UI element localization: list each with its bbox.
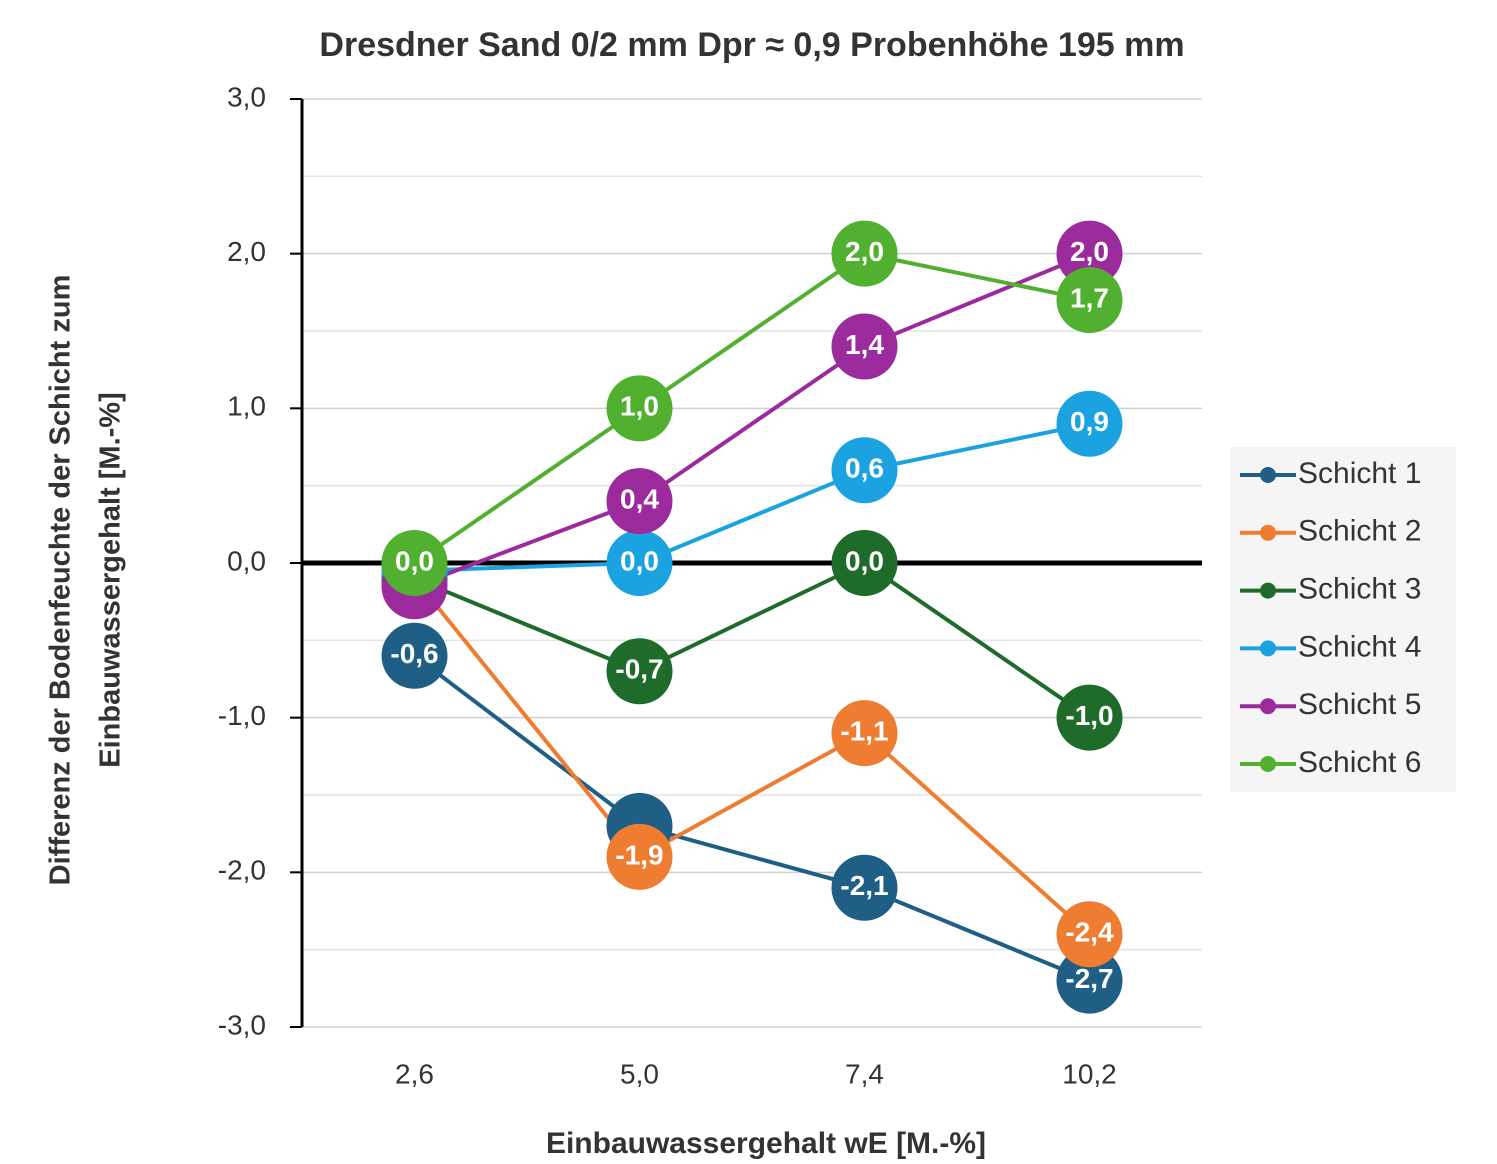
- x-tick-label: 10,2: [1062, 1058, 1117, 1089]
- marker: [1056, 901, 1123, 968]
- marker: [381, 622, 448, 689]
- legend-label: Schicht 6: [1298, 746, 1421, 779]
- legend-marker: [1260, 756, 1276, 772]
- x-tick-label: 7,4: [845, 1058, 884, 1089]
- data-label: 0,0: [845, 545, 884, 576]
- data-label: -1,9: [615, 839, 663, 870]
- legend-marker: [1260, 640, 1276, 657]
- legend-label: Schicht 5: [1298, 688, 1421, 721]
- legend-label: Schicht 4: [1298, 630, 1421, 663]
- data-label: -2,7: [1065, 963, 1113, 994]
- legend-label: Schicht 3: [1298, 573, 1421, 606]
- marker: [606, 638, 673, 705]
- data-label: 0,9: [1070, 406, 1109, 437]
- marker: [831, 700, 898, 767]
- data-label: 1,4: [845, 329, 884, 360]
- marker: [831, 437, 898, 504]
- series-line: [413, 251, 1090, 565]
- x-tick-label: 2,6: [395, 1058, 434, 1089]
- marker: [1056, 947, 1123, 1014]
- data-label: -2,4: [1065, 917, 1114, 948]
- marker: [381, 530, 448, 596]
- data-label: 1,7: [1070, 282, 1109, 313]
- data-label: 0,0: [395, 545, 434, 576]
- marker: [606, 823, 673, 890]
- data-label: 2,0: [845, 236, 884, 267]
- data-label: 0,6: [845, 453, 884, 484]
- series-line: [413, 654, 1091, 983]
- y-tick-label: -1,0: [218, 700, 266, 731]
- marker: [606, 530, 673, 596]
- chart-title: Dresdner Sand 0/2 mm Dpr ≈ 0,9 Probenhöh…: [319, 26, 1184, 64]
- legend-label: Schicht 1: [1298, 457, 1421, 490]
- marker: [1056, 684, 1123, 751]
- series-line: [412, 577, 1091, 936]
- data-label: 1,0: [620, 391, 659, 422]
- y-tick-label: 2,0: [227, 236, 266, 267]
- data-label: -0,6: [390, 638, 438, 669]
- series-line: [413, 251, 1091, 589]
- data-label: -0,7: [615, 654, 663, 685]
- marker: [831, 530, 898, 596]
- legend-marker: [1260, 698, 1276, 715]
- marker: [831, 854, 898, 921]
- y-tick-label: -2,0: [218, 855, 266, 886]
- data-label: 0,4: [620, 484, 659, 515]
- marker: [606, 375, 673, 442]
- y-tick-label: 1,0: [227, 391, 266, 422]
- marker: [606, 468, 673, 535]
- data-label: 0,0: [620, 545, 659, 576]
- marker: [831, 220, 898, 287]
- series-line: [414, 421, 1090, 573]
- data-label: -1,0: [1065, 700, 1113, 731]
- y-tick-label: -3,0: [218, 1009, 266, 1040]
- legend-box: [1230, 447, 1456, 792]
- legend-marker: [1260, 524, 1276, 541]
- data-label: 2,0: [1070, 236, 1109, 267]
- y-tick-label: 3,0: [227, 81, 266, 112]
- data-label: -2,1: [840, 870, 888, 901]
- legend-label: Schicht 2: [1298, 515, 1421, 548]
- x-tick-label: 5,0: [620, 1058, 659, 1089]
- y-tick-label: 0,0: [227, 545, 266, 576]
- y-axis-title: Einbauwassergehalt [M.-%]: [95, 392, 127, 767]
- marker: [1056, 220, 1123, 287]
- marker: [831, 313, 898, 380]
- legend-marker: [1260, 582, 1276, 599]
- x-axis-title: Einbauwassergehalt wE [M.-%]: [546, 1127, 986, 1160]
- marker: [1056, 390, 1123, 457]
- series-line: [413, 560, 1091, 720]
- data-label: -1,1: [840, 716, 888, 747]
- legend-marker: [1260, 467, 1276, 483]
- y-axis-title: Differenz der Bodenfeuchte der Schicht z…: [45, 275, 77, 886]
- marker: [1056, 267, 1123, 334]
